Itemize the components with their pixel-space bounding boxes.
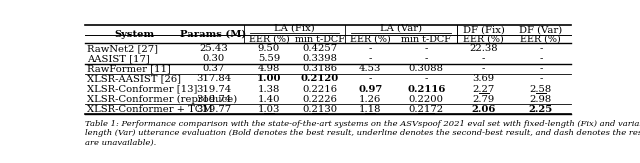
Text: 2.98: 2.98 [530, 95, 552, 104]
Text: 1.03: 1.03 [258, 105, 280, 114]
Text: 319.77: 319.77 [196, 105, 231, 114]
Text: 0.2172: 0.2172 [409, 105, 444, 114]
Text: 0.2200: 0.2200 [409, 95, 444, 104]
Text: 5.59: 5.59 [258, 54, 280, 63]
Text: 0.3186: 0.3186 [302, 64, 337, 73]
Text: -: - [539, 64, 543, 73]
Text: 2.06: 2.06 [472, 105, 496, 114]
Text: 1.38: 1.38 [258, 84, 280, 94]
Text: 319.74: 319.74 [196, 84, 231, 94]
Text: 1.00: 1.00 [257, 74, 281, 83]
Text: 0.37: 0.37 [202, 64, 225, 73]
Text: DF (Var): DF (Var) [519, 25, 563, 34]
Text: 0.2226: 0.2226 [302, 95, 337, 104]
Text: 0.2120: 0.2120 [300, 74, 339, 83]
Text: -: - [424, 54, 428, 63]
Text: 0.2130: 0.2130 [302, 105, 337, 114]
Text: LA (Var): LA (Var) [380, 24, 422, 33]
Text: EER (%): EER (%) [463, 35, 504, 44]
Text: Table 1: Performance comparison with the state-of-the-art systems on the ASVspoo: Table 1: Performance comparison with the… [85, 120, 640, 146]
Text: 317.84: 317.84 [196, 74, 231, 83]
Text: 25.43: 25.43 [199, 44, 228, 53]
Text: 0.3398: 0.3398 [302, 54, 337, 63]
Text: min t-DCF: min t-DCF [294, 35, 344, 44]
Text: 1.26: 1.26 [359, 95, 381, 104]
Text: Params (M): Params (M) [180, 30, 246, 38]
Text: -: - [424, 74, 428, 83]
Text: XLSR-Conformer + TCM: XLSR-Conformer + TCM [87, 105, 212, 114]
Text: 0.2116: 0.2116 [407, 84, 445, 94]
Text: 4.98: 4.98 [258, 64, 280, 73]
Text: XLSR-AASIST [26]: XLSR-AASIST [26] [87, 74, 181, 83]
Text: XLSR-Conformer (reproduce): XLSR-Conformer (reproduce) [87, 95, 237, 104]
Text: RawFormer [11]: RawFormer [11] [87, 64, 171, 73]
Text: 9.50: 9.50 [258, 44, 280, 53]
Text: -: - [539, 54, 543, 63]
Text: EER (%): EER (%) [248, 35, 289, 44]
Text: 0.4257: 0.4257 [302, 44, 337, 53]
Text: 3.69: 3.69 [473, 74, 495, 83]
Text: 2.25: 2.25 [529, 105, 553, 114]
Text: RawNet2 [27]: RawNet2 [27] [87, 44, 158, 53]
Text: LA (Fix): LA (Fix) [274, 24, 315, 33]
Text: EER (%): EER (%) [350, 35, 390, 44]
Text: -: - [539, 44, 543, 53]
Text: 0.2216: 0.2216 [302, 84, 337, 94]
Text: 0.97: 0.97 [358, 84, 382, 94]
Text: EER (%): EER (%) [520, 35, 561, 44]
Text: -: - [482, 64, 485, 73]
Text: -: - [369, 44, 372, 53]
Text: 22.38: 22.38 [469, 44, 498, 53]
Text: min t-DCF: min t-DCF [401, 35, 451, 44]
Text: 1.18: 1.18 [359, 105, 381, 114]
Text: 0.30: 0.30 [202, 54, 225, 63]
Text: 4.53: 4.53 [359, 64, 381, 73]
Text: -: - [482, 54, 485, 63]
Text: 319.74: 319.74 [196, 95, 231, 104]
Text: 2.58: 2.58 [530, 84, 552, 94]
Text: 2.79: 2.79 [472, 95, 495, 104]
Text: -: - [369, 74, 372, 83]
Text: XLSR-Conformer [13]: XLSR-Conformer [13] [87, 84, 197, 94]
Text: DF (Fix): DF (Fix) [463, 25, 505, 34]
Text: 1.40: 1.40 [258, 95, 280, 104]
Text: -: - [369, 54, 372, 63]
Text: 0.3088: 0.3088 [409, 64, 444, 73]
Text: -: - [539, 74, 543, 83]
Text: 2.27: 2.27 [472, 84, 495, 94]
Text: -: - [424, 44, 428, 53]
Text: System: System [114, 30, 154, 38]
Text: AASIST [17]: AASIST [17] [87, 54, 150, 63]
